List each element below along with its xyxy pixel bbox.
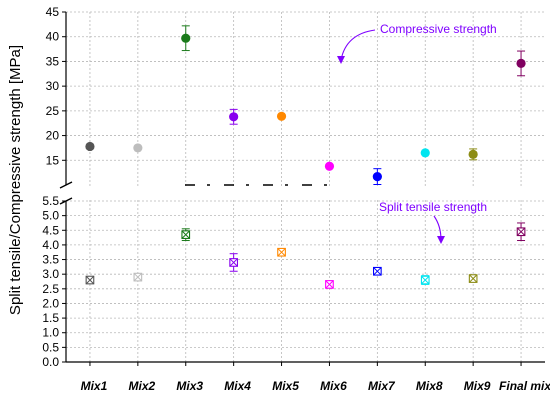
compressive-point [276, 111, 287, 121]
split-tensile-strength-arrowhead [437, 236, 445, 244]
x-tick-label: Mix4 [224, 379, 251, 393]
x-tick-label: Mix2 [129, 379, 156, 393]
tensile-point-cross [181, 230, 190, 239]
tensile-point-cross [421, 275, 430, 285]
compressive-point [85, 141, 95, 152]
y-tick-label: 35 [46, 54, 60, 68]
y-tick-label: 1.0 [42, 326, 59, 340]
x-tick-label: Final mix [499, 379, 550, 393]
tensile-point-cross [133, 272, 143, 282]
compressive-point [324, 161, 335, 171]
y-tick-label: 0.0 [42, 355, 59, 369]
axis-break-mark [59, 181, 73, 189]
tensile-point-cross [277, 248, 286, 257]
y-tick-label: 4.0 [42, 238, 59, 252]
axes: 152025303540450.00.51.01.52.02.53.03.54.… [42, 5, 550, 393]
compressive-strength-arrowhead [337, 56, 345, 64]
split-tensile-strength-annotation: Split tensile strength [379, 200, 487, 214]
compressive-point [420, 148, 430, 158]
tensile-point-cross [516, 227, 526, 236]
compressive-point [229, 112, 239, 122]
x-tick-label: Mix9 [464, 379, 491, 393]
y-tick-label: 40 [46, 30, 60, 44]
tensile-point-cross [325, 280, 334, 289]
y-tick-label: 45 [46, 5, 60, 19]
annotations: Compressive strength Split tensile stren… [337, 22, 497, 244]
y-tick-label: 2.0 [42, 296, 59, 310]
tensile-point-cross [468, 274, 478, 283]
data-marks [85, 25, 526, 289]
y-tick-label: 25 [46, 104, 60, 118]
compressive-point [372, 171, 382, 182]
tensile-point-cross [85, 275, 95, 285]
axis-break-mark [59, 197, 73, 205]
x-tick-label: Mix7 [368, 379, 396, 393]
y-tick-label: 3.5 [42, 253, 59, 267]
compressive-point [516, 58, 526, 69]
x-tick-label: Mix1 [81, 379, 108, 393]
y-tick-label: 20 [46, 129, 60, 143]
y-tick-label: 15 [46, 153, 60, 167]
tensile-point-cross [373, 267, 382, 276]
tensile-point-cross [229, 258, 238, 267]
y-tick-label: 4.5 [42, 223, 59, 237]
x-tick-label: Mix6 [320, 379, 347, 393]
break-gap-band [54, 186, 547, 200]
y-axis-label: Split tensile/Compressive strength [MPa] [7, 45, 24, 315]
y-tick-label: 5.5 [42, 194, 59, 208]
y-tick-label: 1.5 [42, 311, 59, 325]
x-tick-label: Mix3 [176, 379, 203, 393]
y-tick-label: 5.0 [42, 209, 59, 223]
axis-break-gap [54, 184, 547, 200]
y-tick-label: 30 [46, 79, 60, 93]
y-tick-label: 0.5 [42, 340, 59, 354]
compressive-point [468, 149, 478, 159]
compressive-strength-arrow [340, 29, 376, 61]
x-tick-label: Mix5 [272, 379, 299, 393]
y-tick-label: 2.5 [42, 282, 59, 296]
x-tick-label: Mix8 [416, 379, 443, 393]
compressive-point [181, 33, 191, 43]
y-tick-label: 3.0 [42, 267, 59, 281]
compressive-strength-annotation: Compressive strength [380, 22, 497, 36]
compressive-point [133, 143, 143, 153]
